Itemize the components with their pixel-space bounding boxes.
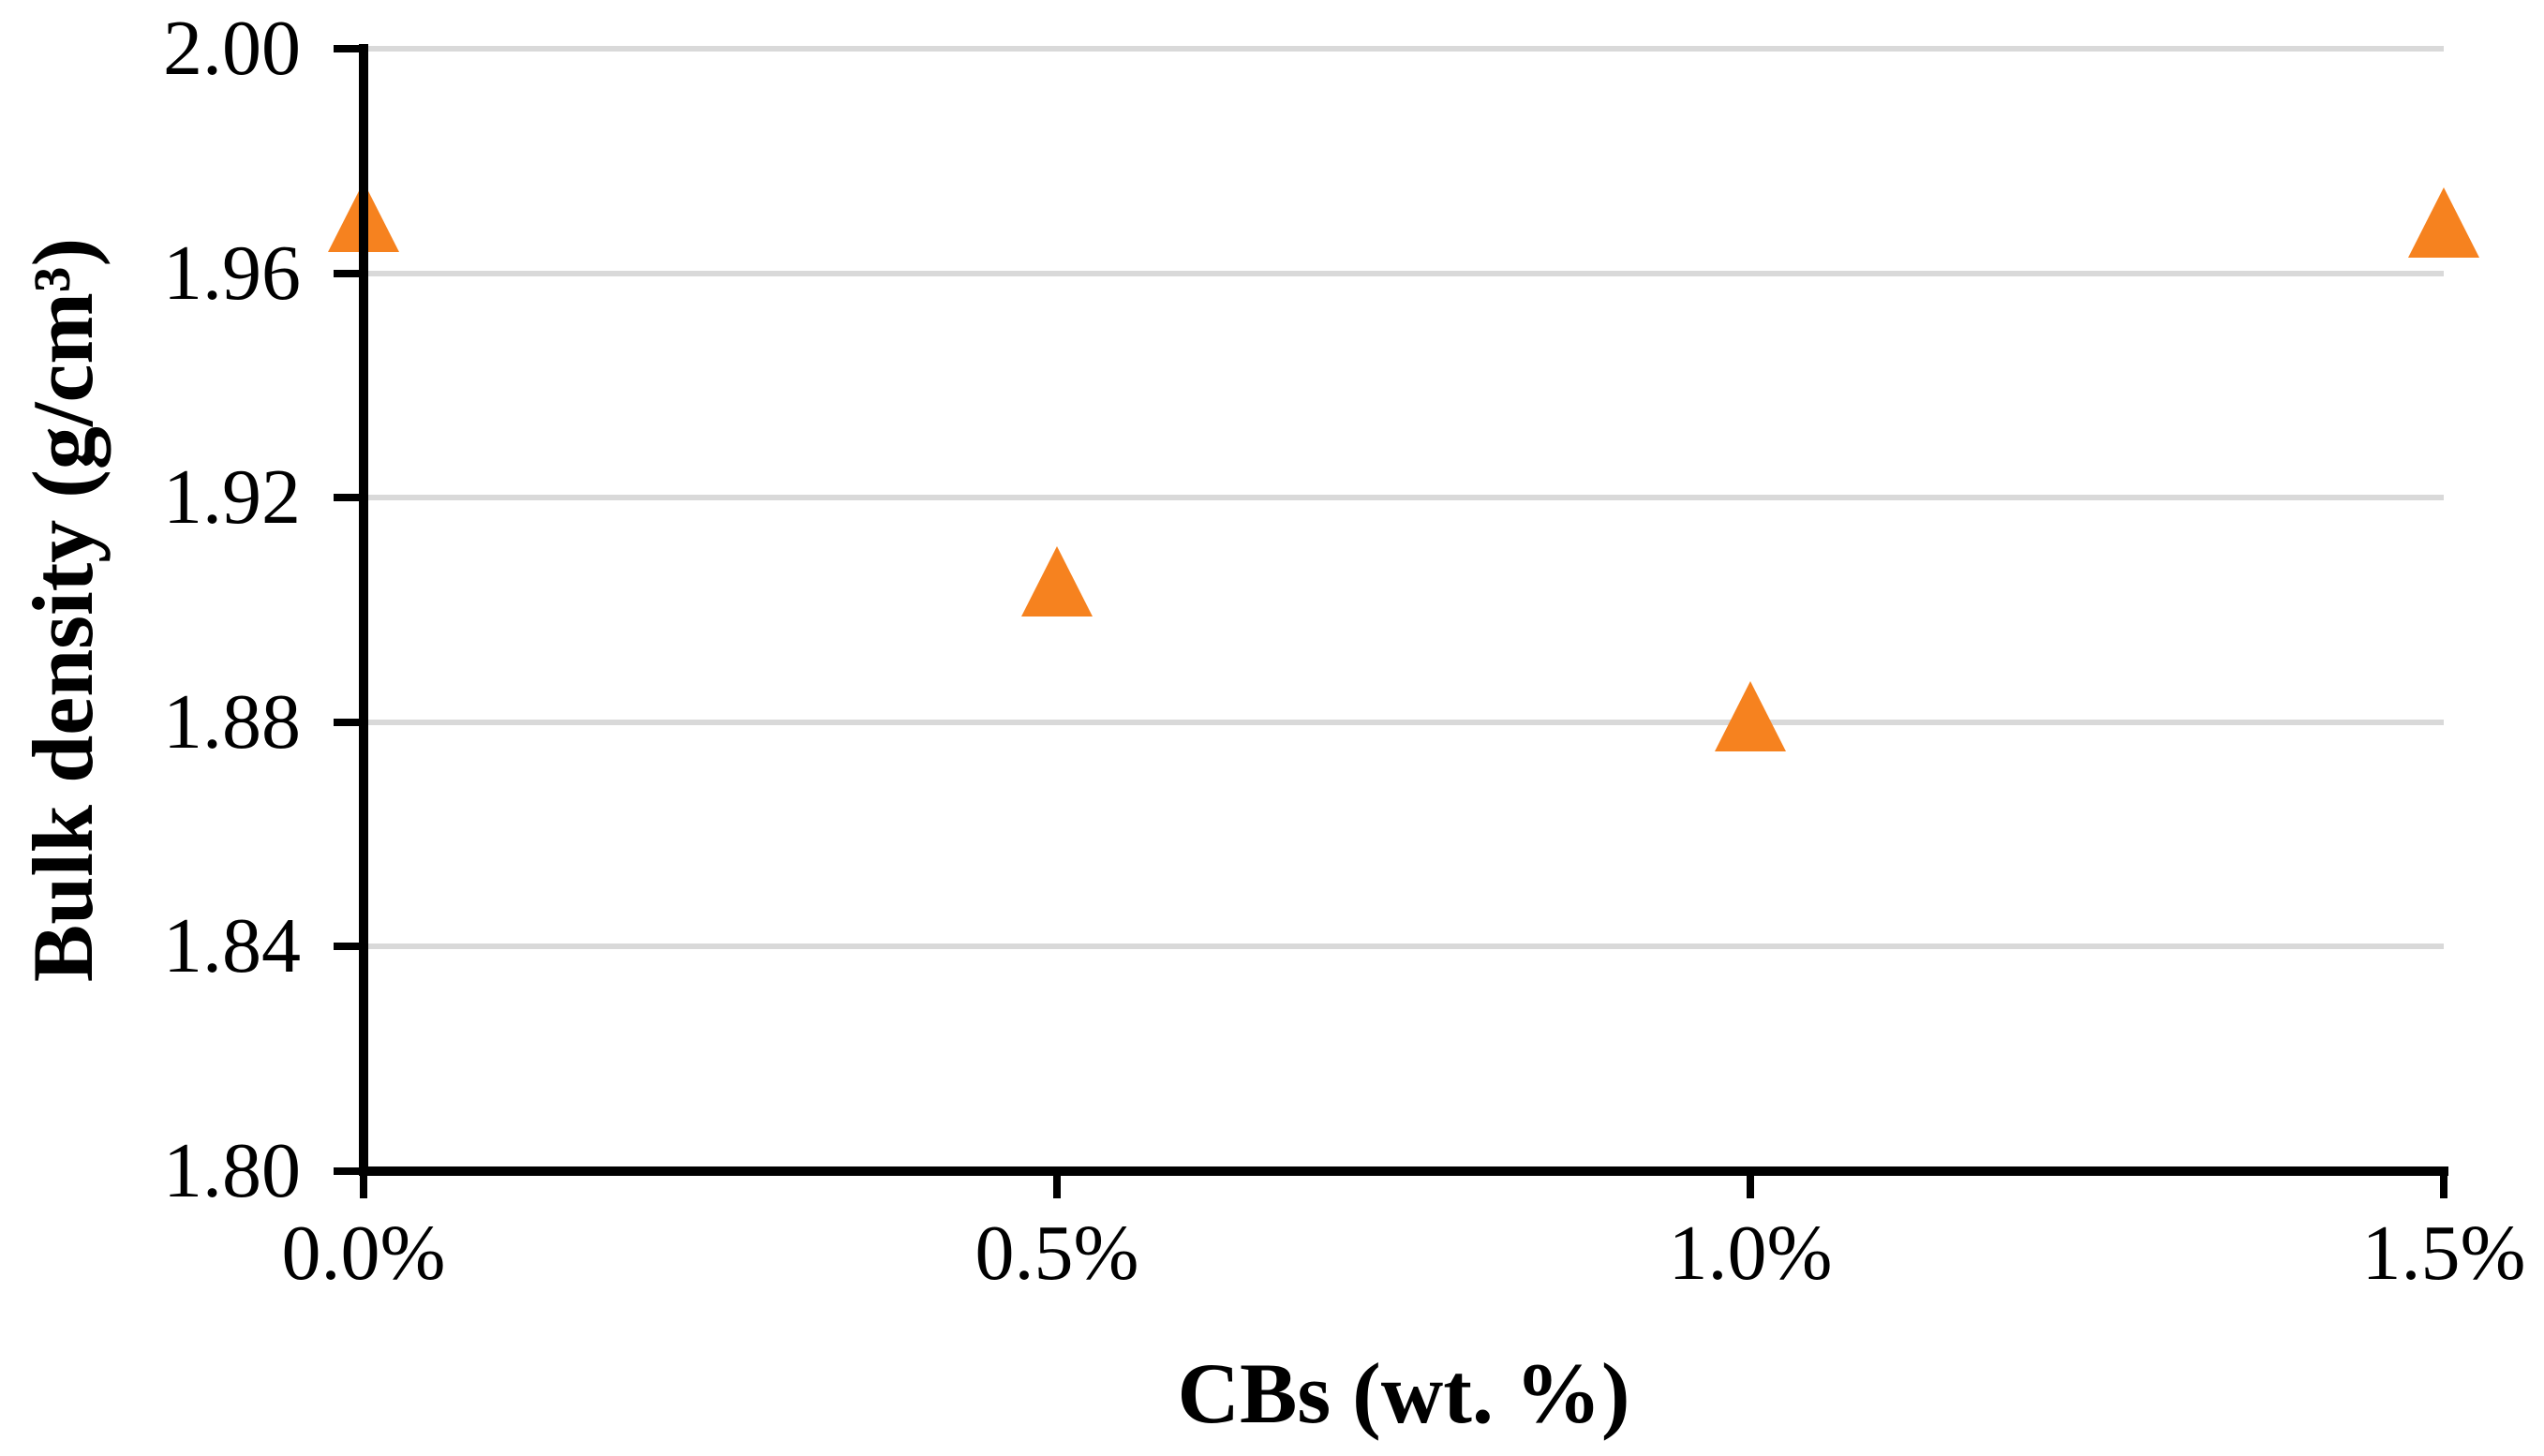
y-tick-label: 2.00 bbox=[163, 5, 301, 92]
y-axis-line bbox=[359, 44, 368, 1176]
gridline bbox=[368, 46, 2444, 52]
y-axis-title: Bulk density (g/cm³) bbox=[15, 237, 111, 983]
y-tick-label: 1.84 bbox=[163, 902, 301, 990]
x-axis-line bbox=[359, 1166, 2448, 1176]
x-tick-label: 0.0% bbox=[281, 1210, 446, 1297]
gridline bbox=[368, 270, 2444, 276]
data-point-marker bbox=[1715, 680, 1786, 751]
gridline bbox=[368, 495, 2444, 501]
y-tick-label: 1.96 bbox=[163, 229, 301, 317]
y-axis-tick bbox=[334, 718, 365, 726]
x-axis-tick bbox=[360, 1176, 367, 1198]
y-tick-label: 1.88 bbox=[163, 677, 301, 765]
y-axis-tick bbox=[334, 1167, 365, 1175]
y-axis-tick bbox=[334, 269, 365, 277]
x-axis-tick bbox=[1053, 1176, 1061, 1198]
x-axis-tick bbox=[2440, 1176, 2447, 1198]
x-tick-label: 1.0% bbox=[1668, 1210, 1833, 1297]
y-axis-tick bbox=[334, 45, 365, 52]
y-tick-label: 1.80 bbox=[163, 1127, 301, 1214]
x-axis-title: CBs (wt. %) bbox=[1177, 1345, 1630, 1441]
x-axis-tick bbox=[1747, 1176, 1754, 1198]
y-tick-label: 1.92 bbox=[163, 453, 301, 542]
data-point-marker bbox=[2408, 186, 2479, 258]
x-tick-label: 0.5% bbox=[974, 1210, 1139, 1297]
gridline bbox=[368, 719, 2444, 725]
y-axis-tick bbox=[334, 943, 365, 951]
y-axis-tick bbox=[334, 494, 365, 502]
x-tick-label: 1.5% bbox=[2361, 1210, 2526, 1297]
gridline bbox=[368, 943, 2444, 950]
data-point-marker bbox=[1021, 546, 1093, 617]
